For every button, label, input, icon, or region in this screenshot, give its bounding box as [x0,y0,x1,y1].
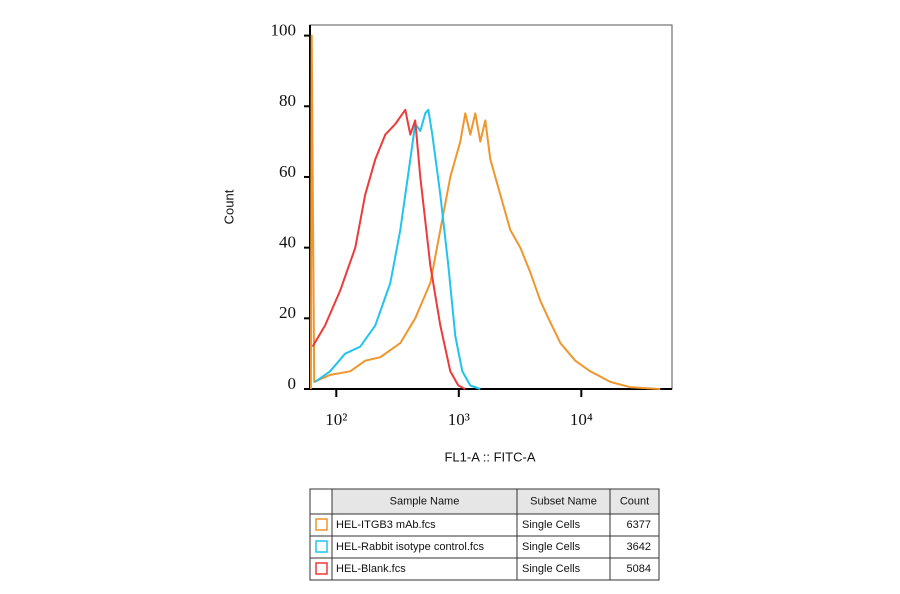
y-tick-label: 40 [279,233,296,252]
legend-entry: HEL-Blank.fcs [336,563,406,575]
legend-column-header: Sample Name [390,495,460,507]
series-line [311,108,466,390]
y-tick-label: 80 [279,91,296,110]
legend-swatch [315,518,328,531]
legend-count: 5084 [627,563,651,575]
y-axis-label: Count [221,189,236,224]
legend-header-bg [332,489,659,514]
legend-entry: HEL-Rabbit isotype control.fcs [336,541,484,553]
series-line [309,34,661,390]
legend-subset: Single Cells [522,563,581,575]
legend-column-header: Subset Name [530,495,597,507]
legend-count: 3642 [627,541,651,553]
y-tick-label: 60 [279,162,296,181]
legend-swatch [315,540,328,553]
y-tick-label: 0 [288,374,297,393]
series-line [314,108,481,390]
legend-column-header: Count [620,495,649,507]
y-tick-label: 20 [279,303,296,322]
x-tick-label: 10⁴ [570,410,593,429]
x-axis-label: FL1-A :: FITC-A [444,449,535,464]
legend-swatch [315,562,328,575]
legend-count: 6377 [627,519,651,531]
y-tick-label: 100 [271,21,297,40]
x-tick-label: 10² [325,410,347,429]
legend-subset: Single Cells [522,519,581,531]
legend-subset: Single Cells [522,541,581,553]
x-tick-label: 10³ [448,410,470,429]
legend-entry: HEL-ITGB3 mAb.fcs [336,519,436,531]
plot-frame [309,24,673,390]
